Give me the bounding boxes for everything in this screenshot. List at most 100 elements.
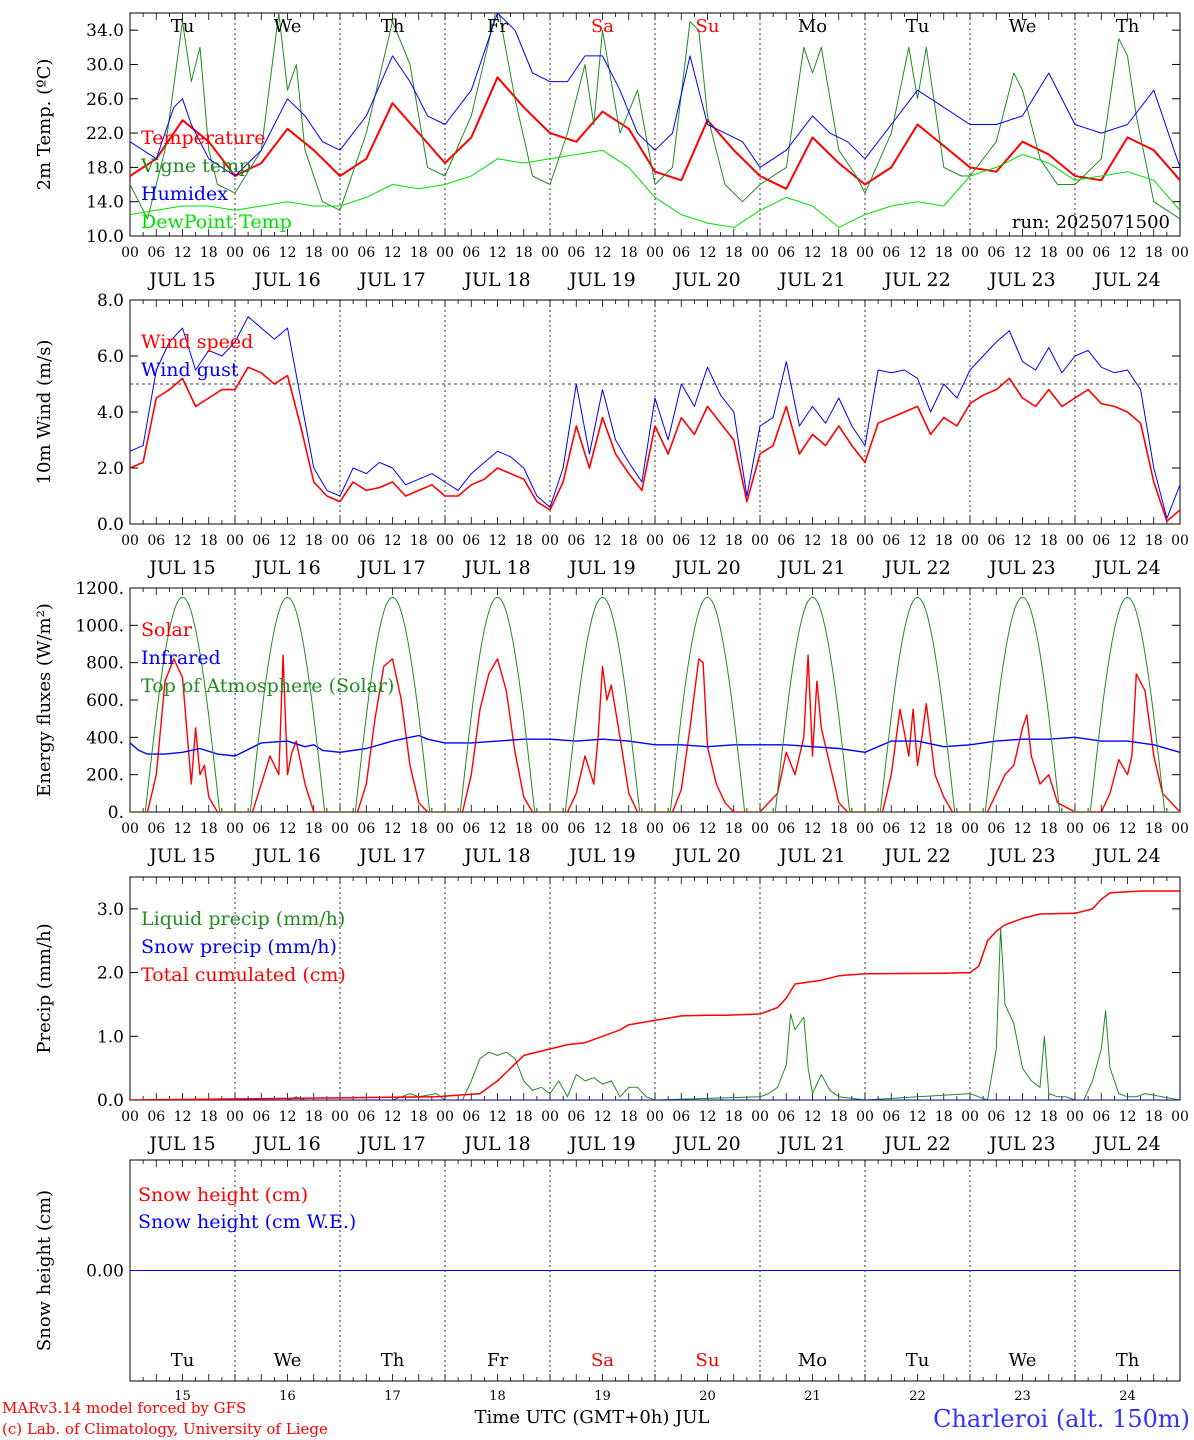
hour-tick-label: 12 [279, 821, 297, 837]
hour-tick-label: 00 [751, 1109, 769, 1125]
hour-tick-label: 12 [699, 245, 717, 261]
hour-tick-label: 12 [909, 245, 927, 261]
hour-tick-label: 18 [200, 821, 218, 837]
hour-tick-label: 12 [699, 1109, 717, 1125]
hour-tick-label: 00 [331, 1109, 349, 1125]
date-label: JUL 20 [672, 845, 740, 867]
hour-tick-label: 06 [147, 821, 165, 837]
hour-tick-label: 18 [305, 1109, 323, 1125]
hour-tick-label: 18 [830, 821, 848, 837]
hour-tick-label: 06 [357, 533, 375, 549]
series-group [130, 890, 1180, 1100]
day-number-label: 16 [279, 1389, 296, 1404]
y-tick-label: 18.0 [86, 158, 124, 178]
series-group [130, 13, 1180, 228]
weekday-label: Fr [487, 16, 508, 37]
weekday-label: We [274, 1350, 302, 1371]
hour-tick-label: 12 [1119, 245, 1137, 261]
date-label: JUL 22 [882, 1133, 950, 1155]
series-line-solar [130, 654, 1180, 812]
weekday-label: Tu [171, 1350, 195, 1371]
hour-tick-label: 12 [174, 245, 192, 261]
hour-tick-label: 00 [436, 245, 454, 261]
series-line-temperature [130, 76, 1180, 190]
y-tick-label: 34.0 [86, 21, 124, 41]
weekday-label: Su [696, 16, 720, 37]
y-tick-label: 14.0 [86, 193, 124, 213]
hour-tick-label: 06 [462, 533, 480, 549]
date-label: JUL 17 [357, 845, 425, 867]
hour-tick-label: 00 [121, 1109, 139, 1125]
y-tick-label: 1000. [75, 616, 124, 636]
hour-tick-label: 00 [856, 821, 874, 837]
hour-tick-label: 06 [672, 1109, 690, 1125]
hour-tick-label: 18 [305, 821, 323, 837]
hour-tick-label: 18 [1040, 533, 1058, 549]
date-label: JUL 24 [1092, 557, 1160, 579]
date-label: JUL 23 [987, 269, 1055, 291]
hour-tick-label: 00 [751, 245, 769, 261]
weekday-label: Th [1116, 16, 1140, 37]
hour-tick-label: 12 [1014, 245, 1032, 261]
date-label: JUL 23 [987, 557, 1055, 579]
day-number-label: 15 [174, 1389, 191, 1404]
hour-tick-label: 12 [804, 1109, 822, 1125]
date-label: JUL 24 [1092, 1133, 1160, 1155]
hour-tick-label: 06 [1092, 245, 1110, 261]
hour-tick-label: 06 [882, 821, 900, 837]
hour-tick-label: 12 [279, 533, 297, 549]
legend-entry: Wind speed [141, 331, 253, 353]
hour-tick-label: 06 [567, 821, 585, 837]
hour-tick-label: 06 [252, 245, 270, 261]
hour-tick-label: 00 [436, 821, 454, 837]
date-label: JUL 20 [672, 269, 740, 291]
hour-tick-label: 18 [620, 245, 638, 261]
hour-tick-label: 12 [804, 821, 822, 837]
y-tick-label: 26.0 [86, 90, 124, 110]
hour-tick-label: 12 [909, 1109, 927, 1125]
hour-tick-label: 06 [147, 1109, 165, 1125]
y-tick-label: 800. [86, 654, 124, 674]
hour-tick-label: 12 [1014, 821, 1032, 837]
model-credit-line-1: MARv3.14 model forced by GFS [2, 1399, 246, 1417]
legend-entry: Liquid precip (mm/h) [141, 908, 345, 930]
run-annotation: run: 2025071500 [1012, 212, 1170, 233]
hour-tick-label: 06 [462, 821, 480, 837]
hour-tick-label: 12 [489, 1109, 507, 1125]
hour-tick-label: 00 [1066, 1109, 1084, 1125]
legend-entry: Humidex [141, 183, 228, 205]
hour-tick-label: 12 [699, 533, 717, 549]
date-label: JUL 21 [777, 557, 845, 579]
hour-tick-label: 06 [987, 821, 1005, 837]
day-number-label: 24 [1119, 1389, 1136, 1404]
hour-tick-label: 18 [1145, 533, 1163, 549]
hour-tick-label: 18 [725, 245, 743, 261]
hour-tick-label: 18 [515, 821, 533, 837]
y-tick-label: 2.0 [97, 459, 124, 479]
hour-tick-label: 12 [804, 245, 822, 261]
hour-tick-label: 06 [567, 1109, 585, 1125]
date-label: JUL 18 [462, 1133, 530, 1155]
hour-tick-label: 18 [620, 533, 638, 549]
hour-tick-label: 12 [804, 533, 822, 549]
hour-tick-label: 06 [1092, 821, 1110, 837]
hour-tick-label: 06 [882, 245, 900, 261]
hour-tick-label: 18 [1040, 821, 1058, 837]
time-axis-label: Time UTC (GMT+0h) JUL [475, 1407, 710, 1428]
footer: MARv3.14 model forced by GFS (c) Lab. of… [2, 1399, 1190, 1438]
y-tick-label: 0.0 [97, 1091, 124, 1111]
hour-tick-label: 00 [856, 245, 874, 261]
y-tick-label: 0.0 [97, 515, 124, 535]
hour-tick-label: 00 [226, 821, 244, 837]
weekday-label: Mo [798, 16, 827, 37]
hour-tick-label: 06 [672, 533, 690, 549]
panel-energy: 0. 200. 400. 600. 800. 1000. 1200. Energy fluxe… [34, 579, 1189, 867]
hour-tick-label: 06 [147, 245, 165, 261]
hour-tick-label: 06 [1092, 1109, 1110, 1125]
hour-tick-label: 06 [882, 533, 900, 549]
hour-tick-label: 12 [279, 1109, 297, 1125]
legend-entry: Solar [141, 619, 193, 641]
hour-tick-label: 06 [777, 821, 795, 837]
panel-snow: 0.00 Snow height (cm) Snow height (cm) Snow… [34, 1159, 1181, 1404]
